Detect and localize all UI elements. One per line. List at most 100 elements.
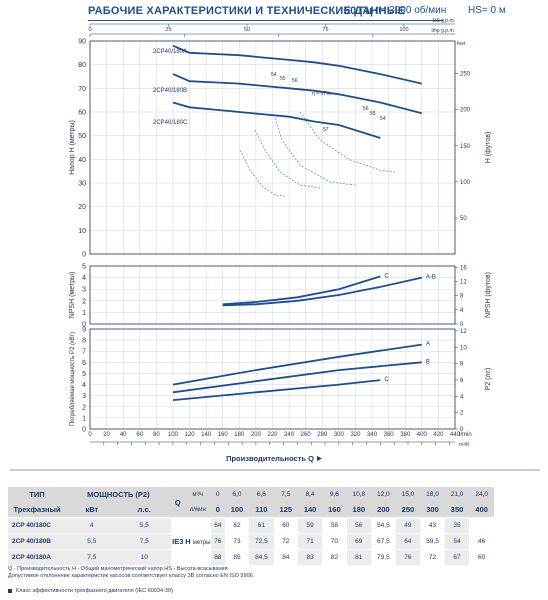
notes-legend: Q - Производительность H - Общий маномет… xyxy=(8,566,228,572)
h-unit: H метры xyxy=(184,517,211,565)
head-cell: 85 xyxy=(224,549,250,565)
q-lmin-cell: 350 xyxy=(450,505,464,514)
hp-tick-label: 6 xyxy=(460,378,464,384)
x-axis-arrow-icon xyxy=(317,456,322,461)
npsh-frame xyxy=(89,265,456,325)
q-lmin-cell: 110 xyxy=(255,505,268,514)
npsh-series-label: A-B xyxy=(426,275,436,281)
kw-cell: 4 xyxy=(66,517,118,534)
q-m3h-cell: 6,6 xyxy=(256,491,266,498)
x-tick-label: 200 xyxy=(251,432,262,438)
q-m3h-cell: 10,8 xyxy=(352,491,366,498)
hp-cell: 7,5 xyxy=(117,533,171,550)
q-m3h-cell: 21,0 xyxy=(450,491,464,498)
x-tick-label: 220 xyxy=(267,432,278,438)
efficiency-label: 55 xyxy=(370,111,376,117)
q-m3h-cell: 24,0 xyxy=(475,491,488,498)
suction-height-label: HS= 0 м xyxy=(468,5,506,16)
x-tick-label: 180 xyxy=(234,432,245,438)
head-cell: 84 xyxy=(273,549,298,565)
power-series-label: C xyxy=(384,377,389,383)
x-tick-label: 120 xyxy=(185,432,196,438)
head-cell: 70 xyxy=(322,533,347,550)
kw-cell: 7,5 xyxy=(66,549,118,565)
efficiency-label: 56 xyxy=(363,106,369,112)
npsh-curve-C xyxy=(222,275,381,306)
x-tick-label: 240 xyxy=(284,432,295,438)
x-tick-label: 280 xyxy=(317,432,328,438)
efficiency-label: η = 57% xyxy=(312,91,331,97)
head-cell: 58 xyxy=(322,517,347,534)
y-axis-label: Потребляемая мощность P2 (кВт) xyxy=(70,332,76,426)
us-gpm-tick-label: 25 xyxy=(165,27,171,33)
power-series-label: B xyxy=(426,359,430,365)
q-m3h-cell: 0 xyxy=(216,491,220,498)
head-cell: 43 xyxy=(420,517,445,534)
efficiency-curve xyxy=(239,149,286,197)
imp-gpm-label: Imp g.p.m. xyxy=(431,28,455,34)
npsh-series-label: C xyxy=(384,273,389,279)
y-tick-label: 80 xyxy=(78,62,86,69)
y-tick-label: 3 xyxy=(82,393,86,400)
hp-cell: 5,5 xyxy=(117,517,171,534)
efficiency-curve xyxy=(254,129,321,189)
head-cell: 72 xyxy=(273,533,298,550)
efficiency-curve xyxy=(299,111,396,173)
x-tick-label: 0 xyxy=(88,432,92,438)
ft-tick-label: 0 xyxy=(460,322,464,328)
ft-tick-label: 150 xyxy=(460,144,471,150)
y-axis-label-right: H (футов) xyxy=(485,132,492,164)
notes-tolerance: Допустимое отклонение характеристик насо… xyxy=(8,573,255,579)
hp-tick-label: 4 xyxy=(460,394,464,400)
m3h-unit: м³/ч xyxy=(192,491,204,498)
q-m3h-cell: 12,0 xyxy=(377,491,390,498)
hp-cell: 10 xyxy=(117,549,171,565)
y-tick-label: 6 xyxy=(82,360,86,367)
x-tick-label: 100 xyxy=(168,432,179,438)
q-lmin-cell: 125 xyxy=(279,505,293,514)
ft-tick-label: 200 xyxy=(460,108,471,114)
us-gpm-tick-label: 75 xyxy=(322,27,328,33)
hp-tick-label: 12 xyxy=(460,329,467,335)
y-tick-label: 10 xyxy=(78,228,86,235)
q-lmin-cell: 100 xyxy=(230,505,244,514)
head-cell: 59 xyxy=(297,517,323,534)
head-curve-2CP40/180B xyxy=(172,73,423,115)
frequency-label: 50 Гц xyxy=(344,5,373,17)
head-cell: 81 xyxy=(346,549,372,565)
y-tick-label: 5 xyxy=(82,264,86,271)
x-unit-m3h: m³/h xyxy=(459,442,469,448)
ft-tick-label: 250 xyxy=(460,72,471,78)
q-lmin-cell: 0 xyxy=(215,505,220,514)
y-tick-label: 40 xyxy=(78,157,86,164)
y-tick-label: 4 xyxy=(82,382,86,389)
spec-table: ТИП МОЩНОСТЬ (P2) Q м³/ч 0 6,0 6,6 7,5 8… xyxy=(8,487,494,565)
us-gpm-tick-label: 0 xyxy=(88,27,91,33)
y-tick-label: 70 xyxy=(78,86,86,93)
q-lmin-cell: 400 xyxy=(475,505,488,514)
efficiency-label: 54 xyxy=(271,72,277,78)
hp-header: л.с. xyxy=(137,505,151,514)
hp-tick-label: 8 xyxy=(460,362,464,368)
head-cell: 54,5 xyxy=(371,517,396,534)
y-tick-label: 7 xyxy=(82,349,86,356)
y-tick-label: 8 xyxy=(82,338,86,345)
ie-marker-icon xyxy=(8,588,12,593)
head-cell: 76 xyxy=(210,533,225,550)
head-cell: 64 xyxy=(210,517,225,534)
page-title: РАБОЧИЕ ХАРАКТЕРИСТИКИ И ТЕХНИЧЕСКИЕ ДАН… xyxy=(88,5,406,17)
efficiency-curve xyxy=(274,117,356,186)
x-tick-label: 260 xyxy=(301,432,312,438)
head-cell: 88 xyxy=(210,549,225,565)
x-tick-label: 20 xyxy=(103,432,110,438)
power-header: МОЩНОСТЬ (P2) xyxy=(87,490,150,499)
q-lmin-cell: 300 xyxy=(426,505,439,514)
head-series-label: 2CP40/180C xyxy=(153,120,188,126)
power-series-label: A xyxy=(426,342,430,348)
hp-tick-label: 10 xyxy=(460,345,467,351)
x-unit-lmin: l/min xyxy=(459,432,472,438)
y-tick-label: 1 xyxy=(82,415,86,422)
x-tick-label: 300 xyxy=(334,432,345,438)
y-tick-label: 0 xyxy=(82,322,86,329)
